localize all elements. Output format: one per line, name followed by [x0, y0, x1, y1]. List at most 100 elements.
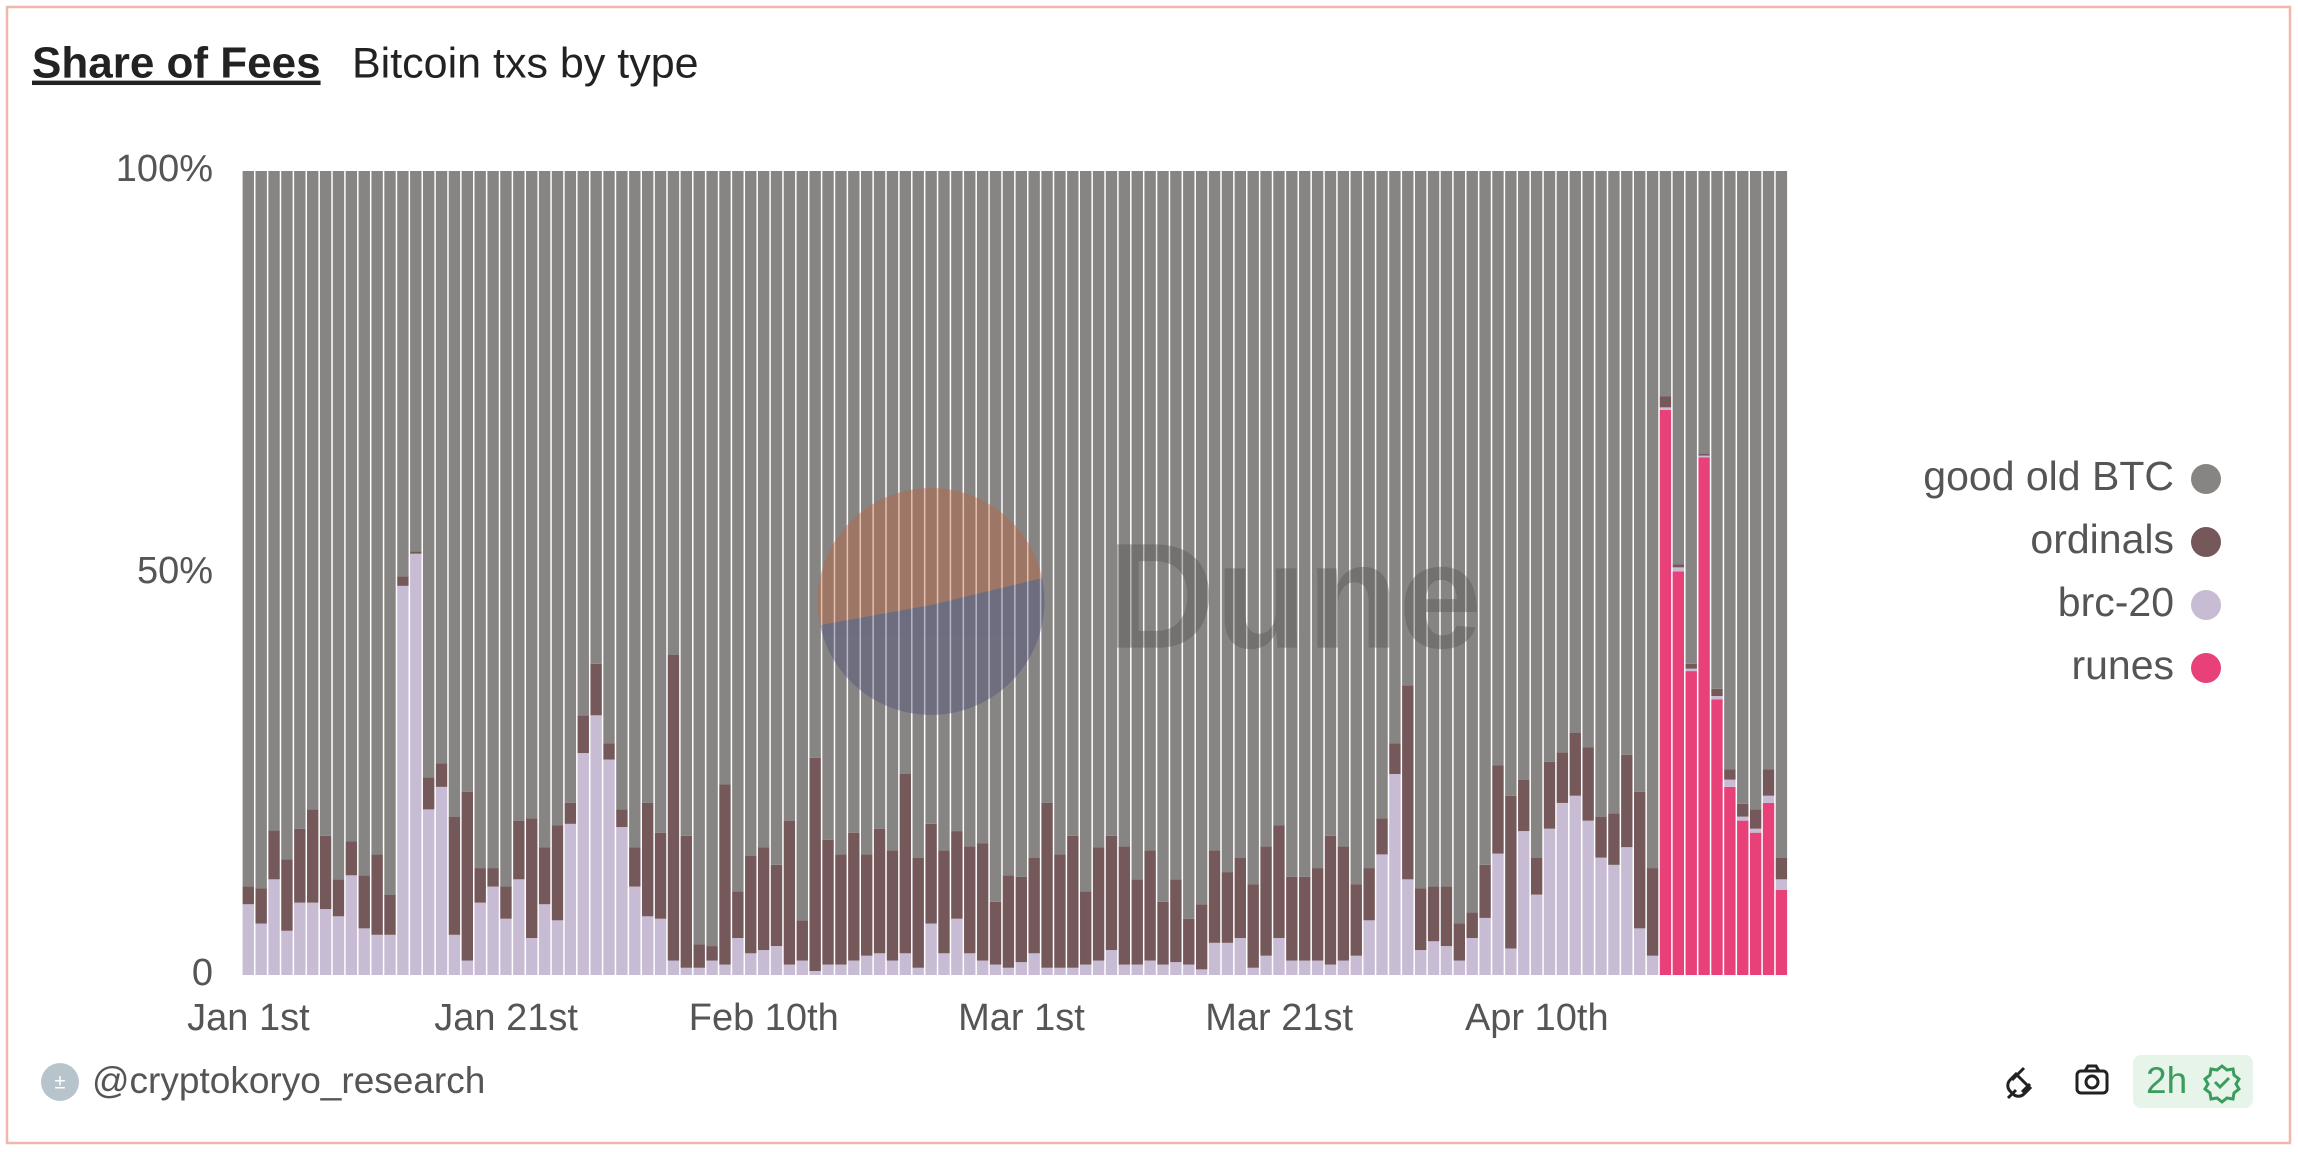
bar-segment: [1183, 171, 1195, 919]
bar-segment: [1737, 816, 1749, 821]
bar-segment: [1414, 950, 1427, 975]
bar-segment: [1247, 884, 1259, 968]
bar-segment: [1337, 960, 1350, 975]
bar-segment: [526, 818, 538, 939]
screenshot-icon[interactable]: [2075, 1064, 2109, 1095]
bar-segment: [1479, 917, 1491, 975]
bar-segment: [1569, 171, 1581, 733]
bar-segment: [848, 171, 860, 833]
x-tick-label: Mar 21st: [1205, 997, 1353, 1039]
bar-segment: [1376, 818, 1388, 855]
bar-segment: [693, 944, 705, 968]
bar-segment: [1041, 171, 1053, 803]
bar-segment: [680, 967, 693, 975]
embed-icon[interactable]: [2006, 1066, 2033, 1100]
bar-segment: [654, 918, 667, 975]
bar-segment: [1131, 964, 1143, 975]
bar-segment: [538, 904, 551, 975]
bar-segment: [1724, 779, 1736, 787]
bar-segment: [1518, 171, 1530, 780]
bar-segment: [1402, 879, 1414, 975]
bar-segment: [1157, 964, 1169, 975]
bar-segment: [513, 879, 525, 975]
bar-segment: [1453, 923, 1466, 961]
bar-segment: [397, 585, 409, 975]
bar-segment: [654, 832, 667, 919]
bar-segment: [538, 847, 551, 905]
bar-segment: [899, 171, 912, 774]
bar-segment: [899, 953, 912, 975]
bar-segment: [1041, 967, 1053, 975]
bar-segment: [1427, 941, 1440, 975]
bar-segment: [667, 960, 680, 975]
author-avatar[interactable]: [41, 1063, 79, 1101]
bar-segment: [1221, 171, 1234, 873]
bar-segment: [319, 171, 332, 836]
bar-segment: [757, 171, 770, 848]
bar-segment: [1646, 868, 1659, 956]
chart-title[interactable]: Share of Fees: [32, 39, 321, 88]
bar-segment: [873, 953, 886, 975]
bar-segment: [938, 850, 950, 954]
bar-segment: [1492, 171, 1504, 766]
bar-segment: [719, 784, 731, 965]
bar-segment: [410, 171, 422, 552]
author[interactable]: @cryptokoryo_research: [92, 1060, 485, 1101]
bar-segment: [1724, 171, 1736, 770]
bar-segment: [1582, 820, 1594, 975]
bar-segment: [1067, 835, 1079, 968]
bar-segment: [307, 902, 319, 975]
bar-segment: [1080, 171, 1092, 892]
bar-segment: [1595, 171, 1607, 817]
bar-segment: [1749, 171, 1762, 810]
bar-segment: [783, 820, 796, 965]
bar-segment: [1685, 663, 1697, 669]
bar-segment: [564, 823, 577, 975]
bar-segment: [964, 846, 976, 954]
bar-segment: [886, 960, 899, 975]
bar-segment: [332, 916, 345, 975]
bar-segment: [1080, 964, 1092, 975]
bar-segment: [268, 171, 280, 831]
bar-segment: [1582, 171, 1594, 748]
bar-segment: [629, 847, 641, 887]
bar-segment: [1621, 754, 1633, 848]
bar-segment: [1530, 894, 1543, 975]
bar-segment: [1775, 171, 1788, 858]
bar-segment: [1698, 454, 1710, 456]
bar-segment: [1698, 455, 1710, 458]
bar-segment: [976, 843, 989, 961]
bar-segment: [1505, 795, 1517, 949]
bar-segment: [1672, 567, 1685, 572]
bar-segment: [1659, 171, 1672, 397]
bar-segment: [1157, 171, 1169, 902]
bar-segment: [294, 171, 306, 829]
bar-segment: [294, 902, 306, 975]
bar-segment: [345, 171, 358, 842]
bar-segment: [487, 886, 499, 975]
bar-segment: [1260, 171, 1272, 847]
bar-segment: [822, 171, 834, 840]
bar-segment: [1208, 171, 1221, 851]
bar-segment: [861, 854, 873, 956]
bar-segment: [384, 934, 396, 975]
bar-segment: [848, 832, 860, 961]
x-tick-label: Jan 21st: [434, 997, 578, 1039]
bar-segment: [551, 171, 564, 826]
bar-segment: [1105, 950, 1118, 975]
x-tick-label: Mar 1st: [958, 997, 1085, 1039]
bar-segment: [719, 171, 731, 785]
bar-segment: [964, 171, 976, 847]
bar-segment: [371, 934, 383, 975]
bar-segment: [1762, 802, 1775, 975]
bar-segment: [964, 953, 976, 975]
bar-segment: [641, 916, 654, 975]
bar-segment: [809, 171, 821, 758]
bar-segment: [912, 857, 924, 968]
bar-segment: [538, 171, 551, 848]
bar-segment: [371, 854, 383, 935]
bar-segment: [1363, 171, 1375, 869]
bar-segment: [1595, 857, 1607, 975]
bar-segment: [1775, 889, 1788, 975]
bar-segment: [1518, 831, 1530, 975]
